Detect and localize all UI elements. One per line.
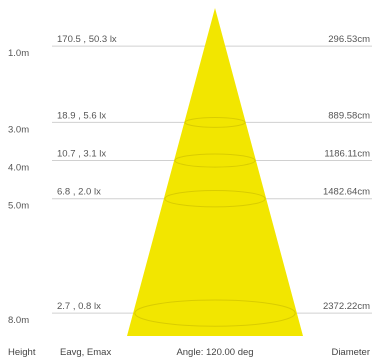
cone-rings bbox=[134, 117, 296, 327]
diameter-label: 889.58cm bbox=[328, 110, 370, 121]
height-label: 1.0m bbox=[8, 48, 29, 59]
cone-ring bbox=[174, 153, 256, 168]
illuminance-label: 170.5 , 50.3 lx bbox=[57, 34, 117, 45]
cone-ring bbox=[184, 117, 246, 128]
height-label: 3.0m bbox=[8, 124, 29, 135]
illuminance-label: 6.8 , 2.0 lx bbox=[57, 187, 101, 198]
column-header-diameter: Diameter bbox=[331, 347, 370, 358]
cone-ring bbox=[134, 299, 296, 327]
diameter-label: 2372.22cm bbox=[323, 301, 370, 312]
height-label: 4.0m bbox=[8, 163, 29, 174]
height-label: 5.0m bbox=[8, 201, 29, 212]
height-label: 8.0m bbox=[8, 315, 29, 326]
illuminance-label: 2.7 , 0.8 lx bbox=[57, 301, 101, 312]
column-header-eavg-emax: Eavg, Emax bbox=[60, 347, 111, 358]
diameter-label: 1186.11cm bbox=[324, 149, 370, 160]
diameter-label: 1482.64cm bbox=[323, 187, 370, 198]
diameter-label: 296.53cm bbox=[328, 34, 370, 45]
column-header-height: Height bbox=[8, 347, 36, 358]
illuminance-label: 10.7 , 3.1 lx bbox=[57, 149, 106, 160]
cone-ring bbox=[164, 190, 266, 208]
angle-label: Angle: 120.00 deg bbox=[176, 347, 253, 358]
light-cone bbox=[127, 8, 303, 336]
illuminance-label: 18.9 , 5.6 lx bbox=[57, 110, 106, 121]
row-labels: 1.0m 170.5 , 50.3 lx 296.53cm 3.0m 18.9 , 5.… bbox=[8, 34, 370, 326]
